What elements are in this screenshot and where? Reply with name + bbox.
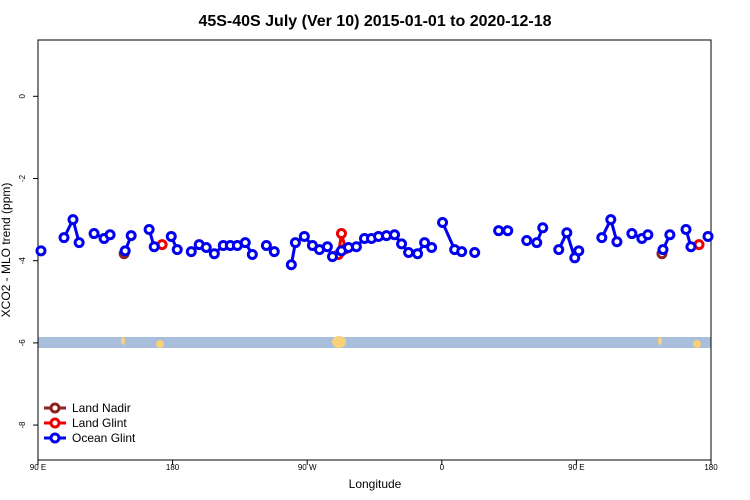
data-point: [469, 246, 481, 258]
data-point: [125, 230, 137, 242]
data-point: [493, 225, 505, 237]
legend-marker: [49, 432, 61, 444]
x-tick-label: 90 E: [568, 463, 584, 472]
y-tick-label: 0: [18, 94, 27, 99]
series: [35, 214, 714, 271]
data-point: [596, 232, 608, 244]
land-patch: [332, 336, 346, 348]
data-point: [148, 241, 160, 253]
data-point: [165, 230, 177, 242]
data-point: [396, 238, 408, 250]
data-point: [521, 235, 533, 247]
data-point: [626, 228, 638, 240]
data-point: [58, 232, 70, 244]
data-point: [437, 216, 449, 228]
data-point: [403, 246, 415, 258]
data-point: [67, 214, 79, 226]
data-point: [143, 223, 155, 235]
data-point: [531, 237, 543, 249]
data-point: [642, 229, 654, 241]
land-patch: [156, 340, 164, 348]
data-point: [298, 230, 310, 242]
data-point: [389, 229, 401, 241]
data-point: [611, 236, 623, 248]
chart-title: 45S-40S July (Ver 10) 2015-01-01 to 2020…: [198, 13, 551, 30]
y-tick-label: -8: [18, 421, 27, 429]
land-patch: [658, 337, 662, 345]
data-point: [321, 241, 333, 253]
data-point: [73, 237, 85, 249]
legend-marker: [49, 402, 61, 414]
data-point: [502, 225, 514, 237]
data-point: [680, 223, 692, 235]
ocean-strip: [38, 337, 711, 348]
y-tick-label: -4: [18, 257, 27, 265]
data-point: [419, 237, 431, 249]
map-strip: [38, 336, 711, 348]
data-point: [326, 251, 338, 263]
data-point: [412, 248, 424, 260]
data-point: [335, 228, 347, 240]
data-point: [35, 245, 47, 257]
x-tick-label: 180: [166, 463, 180, 472]
legend-label: Ocean Glint: [72, 431, 136, 445]
data-point: [553, 244, 565, 256]
legend-marker: [49, 417, 61, 429]
data-point: [657, 244, 669, 256]
data-point: [664, 229, 676, 241]
legend-label: Land Nadir: [72, 401, 131, 415]
data-point: [702, 230, 714, 242]
data-point: [239, 237, 251, 249]
land-patch: [693, 340, 701, 348]
data-point: [350, 241, 362, 253]
data-point: [88, 228, 100, 240]
data-point: [685, 241, 697, 253]
y-axis-label: XCO2 - MLO trend (ppm): [0, 183, 13, 318]
y-tick-label: -2: [18, 174, 27, 182]
data-point: [573, 245, 585, 257]
data-point: [426, 242, 438, 254]
data-point: [185, 246, 197, 258]
x-tick-label: 180: [704, 463, 718, 472]
data-point: [171, 244, 183, 256]
data-point: [605, 214, 617, 226]
data-point: [289, 237, 301, 249]
data-point: [537, 222, 549, 234]
data-point: [246, 249, 258, 261]
data-point: [285, 259, 297, 271]
data-point: [268, 246, 280, 258]
data-point: [456, 246, 468, 258]
y-tick-label: -6: [18, 339, 27, 347]
land-patch: [121, 337, 125, 345]
x-tick-label: 90 E: [30, 463, 46, 472]
legend-label: Land Glint: [72, 416, 127, 430]
data-point: [260, 239, 272, 251]
data-point: [200, 242, 212, 254]
data-point: [104, 229, 116, 241]
data-point: [208, 248, 220, 260]
x-tick-label: 0: [440, 463, 445, 472]
data-point: [119, 245, 131, 257]
x-tick-label: 90 W: [298, 463, 317, 472]
data-point: [561, 227, 573, 239]
x-axis-label: Longitude: [349, 477, 402, 491]
